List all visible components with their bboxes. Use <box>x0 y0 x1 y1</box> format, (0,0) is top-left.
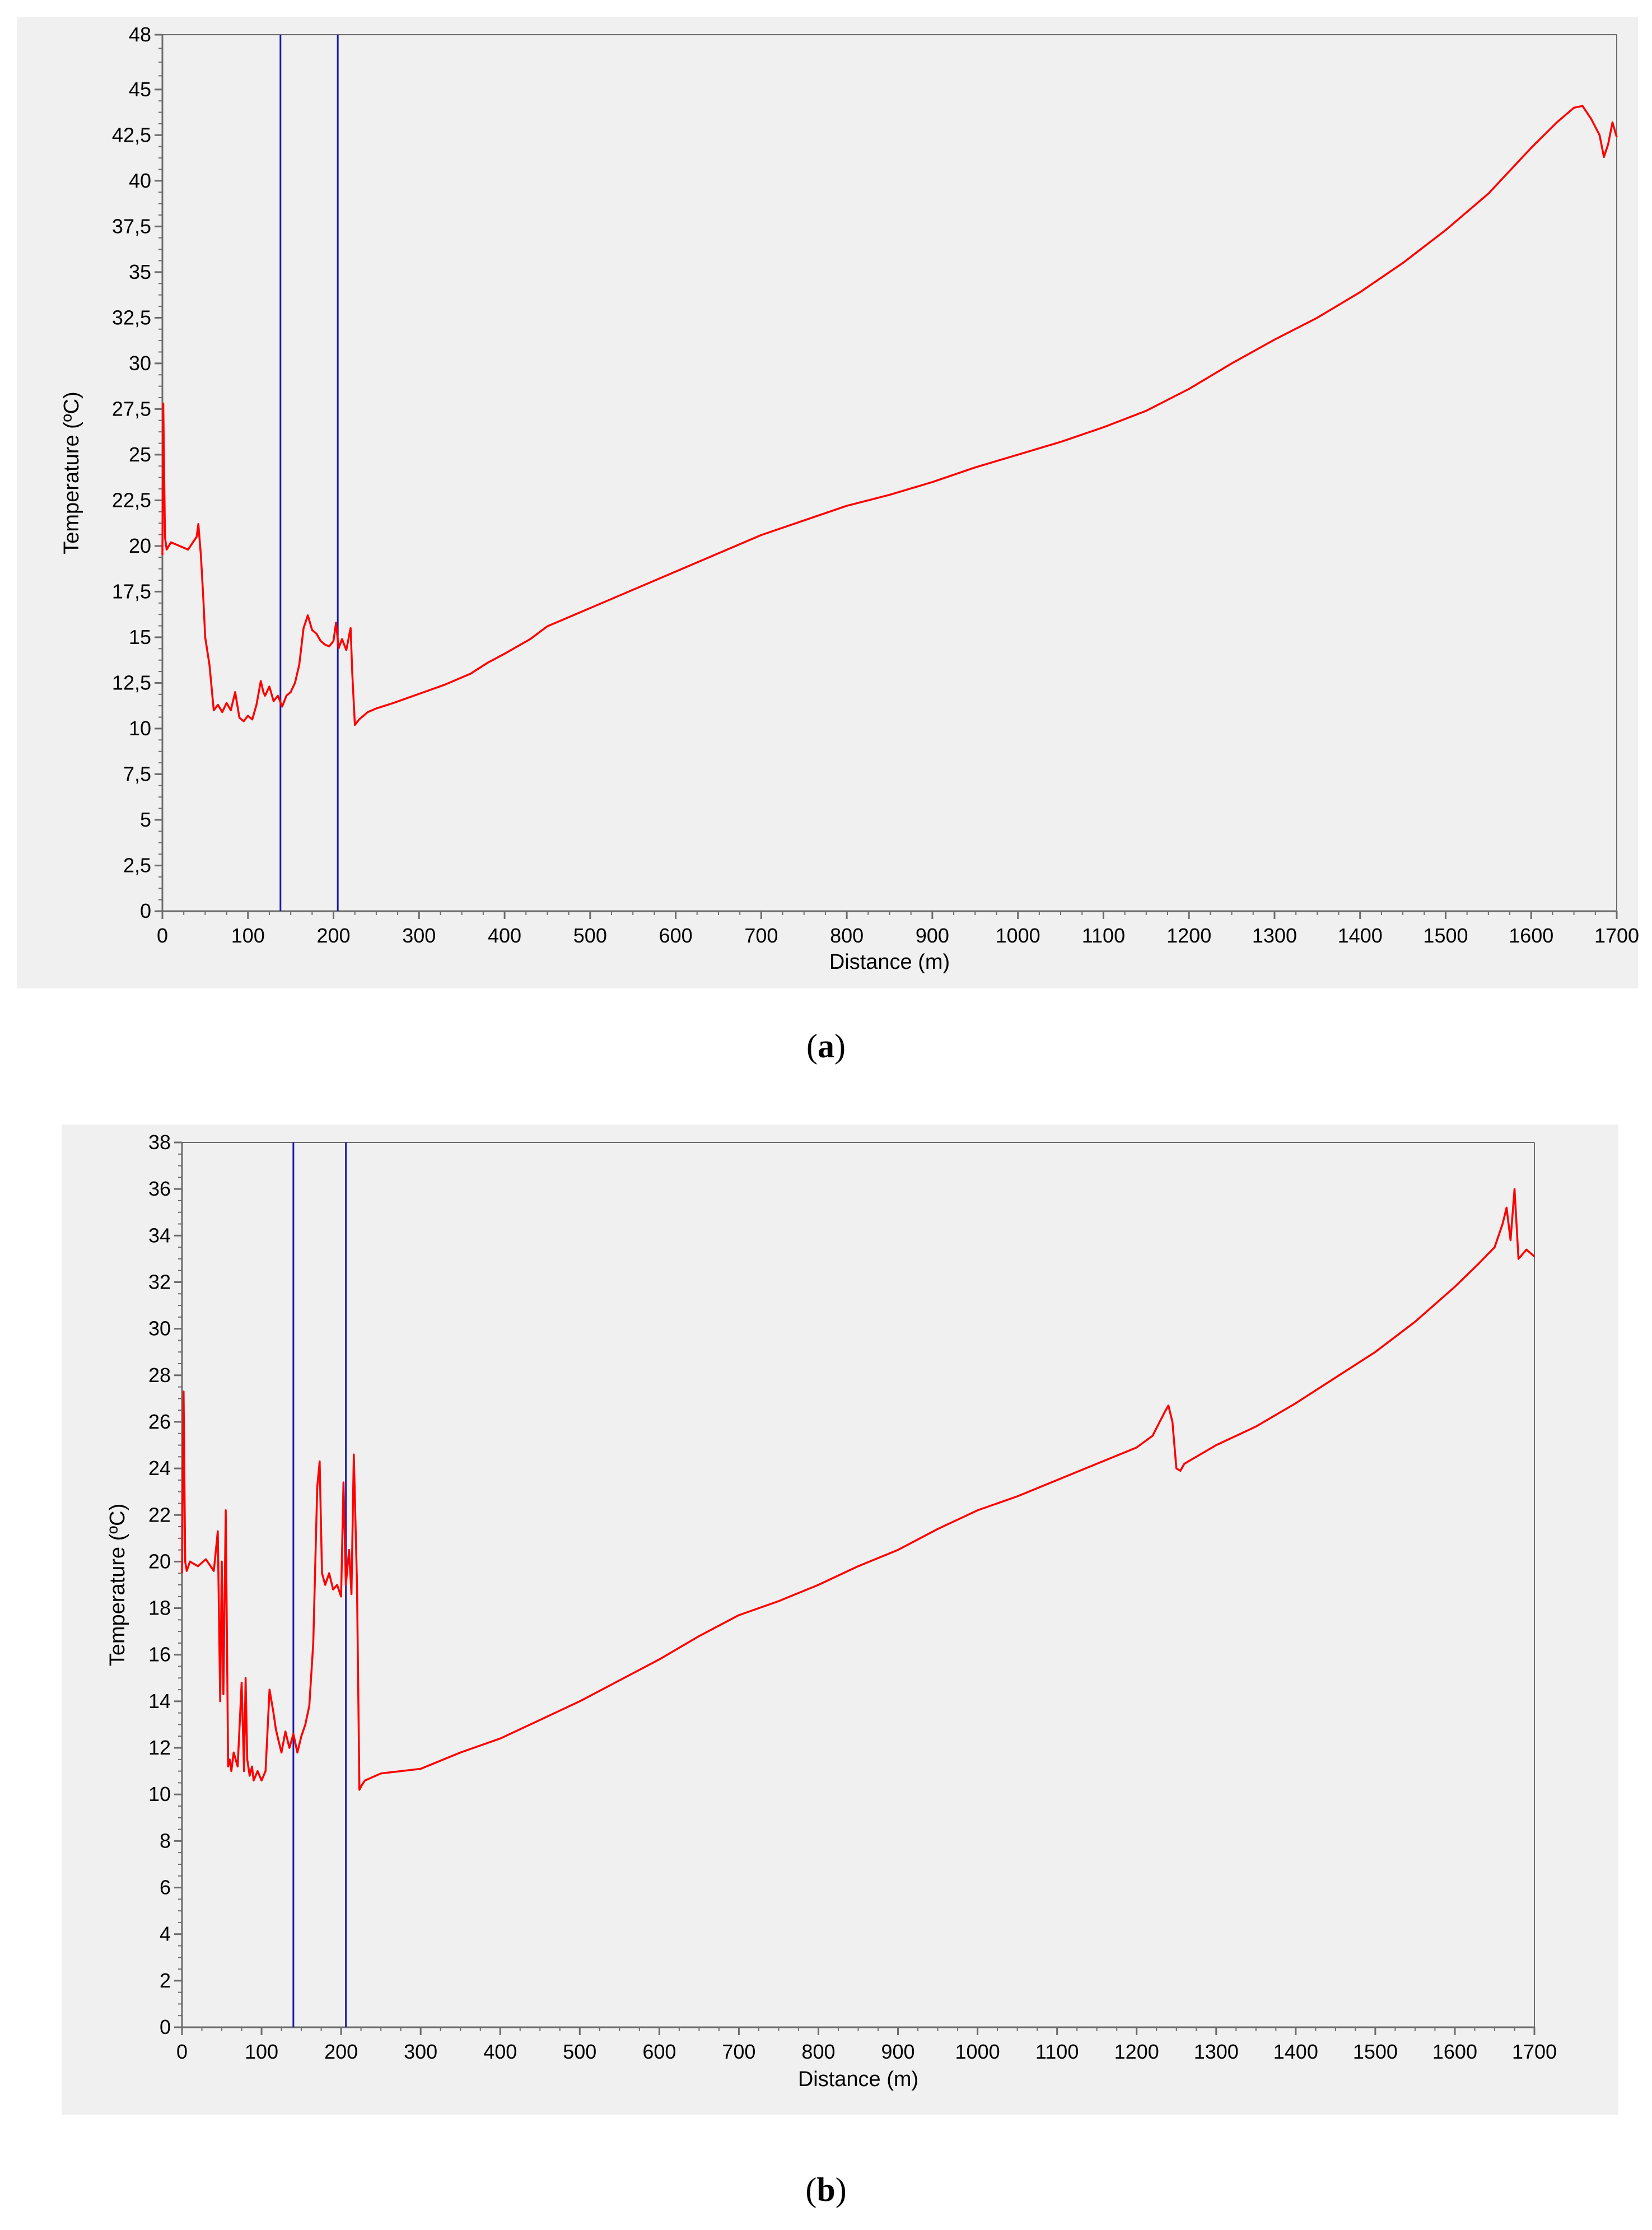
x-tick-label: 700 <box>722 2040 755 2063</box>
y-tick-label: 24 <box>148 1457 171 1480</box>
y-tick-label: 17,5 <box>112 580 151 603</box>
chart-a: 0 2,5 5 7,5 10 12,5 15 17,5 20 22,5 25 27,5 30 32,5 35… <box>17 17 1639 1065</box>
y-tick-label: 10 <box>148 1783 171 1806</box>
caption-close: ) <box>834 1028 846 1065</box>
x-tick-label: 600 <box>642 2040 676 2063</box>
y-tick-label: 36 <box>148 1177 171 1200</box>
y-tick-label: 35 <box>129 260 151 283</box>
y-tick-label: 22 <box>148 1503 171 1526</box>
y-tick-label: 30 <box>129 352 151 375</box>
y-tick-label: 14 <box>148 1690 171 1713</box>
caption-close: ) <box>836 2171 847 2208</box>
x-tick-label: 1400 <box>1273 2040 1318 2063</box>
y-tick-label: 45 <box>129 78 151 101</box>
y-tick-label: 42,5 <box>112 123 151 146</box>
y-axis-label: Temperature (ºC) <box>60 391 83 554</box>
y-tick-label: 38 <box>148 1131 171 1154</box>
y-tick-label: 15 <box>129 626 151 649</box>
y-tick-label: 4 <box>160 1923 171 1946</box>
y-tick-label: 28 <box>148 1364 171 1387</box>
x-tick-label: 300 <box>404 2040 437 2063</box>
y-axis-label: Temperature (ºC) <box>106 1504 129 1667</box>
y-tick-label: 0 <box>140 899 151 922</box>
y-tick-label: 0 <box>160 2016 171 2038</box>
caption-letter: b <box>816 2171 835 2208</box>
x-tick-label: 600 <box>659 924 693 947</box>
y-tick-label: 30 <box>148 1317 171 1340</box>
plot-area <box>162 35 1617 911</box>
x-axis-label: Distance (m) <box>829 950 950 974</box>
figure-caption: (a) <box>806 1028 846 1065</box>
x-axis-label: Distance (m) <box>798 2068 918 2091</box>
caption-letter: a <box>818 1028 834 1065</box>
y-tick-label: 34 <box>148 1224 171 1247</box>
x-tick-label: 1600 <box>1509 924 1553 947</box>
plot-area <box>182 1142 1534 2027</box>
x-tick-label: 100 <box>231 924 265 947</box>
y-tick-label: 6 <box>160 1876 171 1899</box>
x-tick-label: 1100 <box>1035 2040 1079 2063</box>
y-tick-label: 20 <box>129 534 151 557</box>
x-tick-label: 300 <box>402 924 436 947</box>
x-tick-label: 900 <box>916 924 949 947</box>
x-tick-label: 100 <box>245 2040 278 2063</box>
y-tick-label: 7,5 <box>123 762 151 785</box>
caption-open: ( <box>805 2171 816 2208</box>
x-tick-label: 1600 <box>1432 2040 1477 2063</box>
caption-open: ( <box>806 1028 818 1065</box>
y-tick-label: 2,5 <box>123 853 151 876</box>
y-tick-label: 10 <box>129 717 151 740</box>
y-tick-label: 5 <box>140 808 151 831</box>
y-tick-label: 32 <box>148 1270 171 1293</box>
x-tick-label: 200 <box>324 2040 358 2063</box>
figure-caption: (b) <box>805 2171 846 2208</box>
x-tick-label: 500 <box>563 2040 596 2063</box>
y-tick-label: 27,5 <box>112 397 151 420</box>
y-tick-label: 2 <box>160 1969 171 1992</box>
x-tick-label: 1300 <box>1194 2040 1239 2063</box>
y-tick-label: 48 <box>129 23 151 46</box>
series-line-temperature <box>181 1188 1536 1791</box>
y-tick-label: 16 <box>148 1643 171 1666</box>
y-tick-label: 22,5 <box>112 488 151 511</box>
x-tick-label: 1000 <box>955 2040 1000 2063</box>
y-tick-label: 8 <box>160 1829 171 1852</box>
x-tick-label: 1500 <box>1353 2040 1398 2063</box>
x-tick-label: 1300 <box>1252 924 1297 947</box>
y-tick-label: 20 <box>148 1550 171 1573</box>
y-tick-label: 37,5 <box>112 214 151 237</box>
series-line-temperature <box>161 105 1618 726</box>
x-tick-label: 1400 <box>1338 924 1383 947</box>
x-tick-label: 1500 <box>1423 924 1468 947</box>
y-tick-label: 12 <box>148 1736 171 1759</box>
x-tick-label: 200 <box>316 924 350 947</box>
y-tick-label: 32,5 <box>112 306 151 329</box>
x-tick-label: 1000 <box>996 924 1040 947</box>
x-tick-label: 1100 <box>1082 924 1125 947</box>
x-tick-label: 1700 <box>1594 924 1639 947</box>
x-tick-label: 500 <box>573 924 607 947</box>
x-tick-label: 900 <box>881 2040 914 2063</box>
x-tick-label: 0 <box>157 924 168 947</box>
y-tick-label: 26 <box>148 1410 171 1433</box>
x-tick-label: 1200 <box>1166 924 1211 947</box>
x-tick-label: 1700 <box>1512 2040 1557 2063</box>
y-tick-label: 40 <box>129 169 151 192</box>
y-tick-label: 25 <box>129 443 151 466</box>
y-tick-label: 18 <box>148 1597 171 1620</box>
y-tick-label: 12,5 <box>112 671 151 694</box>
x-tick-label: 400 <box>488 924 521 947</box>
x-tick-label: 1200 <box>1114 2040 1159 2063</box>
x-tick-label: 400 <box>483 2040 517 2063</box>
x-tick-label: 0 <box>176 2040 188 2063</box>
x-tick-label: 700 <box>744 924 778 947</box>
x-tick-label: 800 <box>830 924 864 947</box>
x-tick-label: 800 <box>801 2040 835 2063</box>
